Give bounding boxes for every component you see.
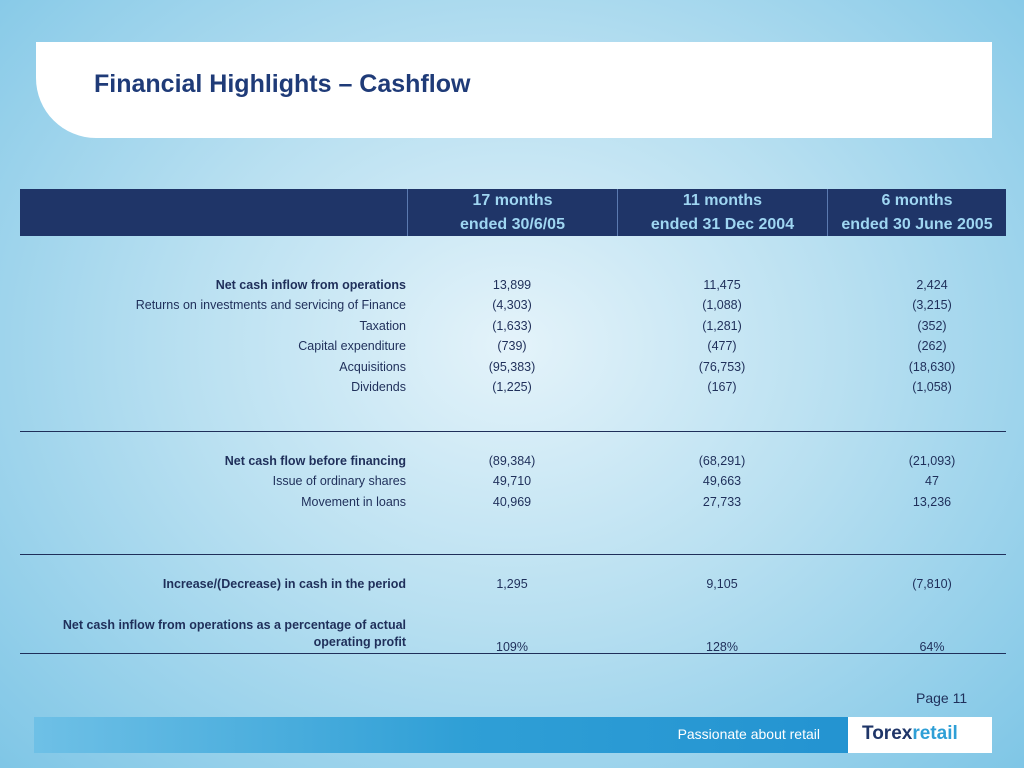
footer-bar: Passionate about retail Torexretail: [34, 717, 992, 753]
row-value: (1,633): [492, 319, 532, 333]
row-value: 109%: [496, 640, 528, 654]
row-value: (21,093): [908, 454, 956, 468]
header-divider: [407, 189, 408, 236]
row-value: (1,088): [702, 298, 742, 312]
row-value: 2,424: [916, 278, 948, 292]
footer-tagline: Passionate about retail: [677, 726, 820, 742]
section-divider: [20, 554, 1006, 555]
row-label: Acquisitions: [339, 360, 406, 374]
table-row: Acquisitions (95,383) (76,753) (18,630): [0, 360, 1024, 380]
row-value: 64%: [919, 640, 945, 654]
column-header-line2: ended 30 June 2005: [841, 216, 993, 233]
column-header-17-months: 17 months ended 30/6/05: [408, 189, 617, 236]
row-label: Dividends: [351, 380, 406, 394]
table-row: Movement in loans 40,969 27,733 13,236: [0, 495, 1024, 515]
column-header-line2: ended 30/6/05: [460, 216, 565, 233]
row-value: 47: [925, 474, 939, 488]
row-label: Capital expenditure: [298, 339, 406, 353]
row-value: 49,663: [702, 474, 742, 488]
table-row: 109% 128% 64%: [0, 640, 1024, 660]
header-divider: [617, 189, 618, 236]
row-value: 1,295: [496, 577, 528, 591]
row-label: Movement in loans: [301, 495, 406, 509]
brand-logo: Torexretail: [848, 717, 992, 753]
section-divider: [20, 431, 1006, 432]
table-row: Increase/(Decrease) in cash in the perio…: [0, 577, 1024, 597]
row-value: (477): [707, 339, 737, 353]
row-value: (7,810): [912, 577, 952, 591]
table-header: 17 months ended 30/6/05 11 months ended …: [20, 189, 1006, 236]
row-value: 13,236: [912, 495, 952, 509]
column-header-6-months: 6 months ended 30 June 2005: [828, 189, 1006, 236]
table-row: Capital expenditure (739) (477) (262): [0, 339, 1024, 359]
row-label: Net cash inflow from operations: [215, 278, 406, 292]
row-value: (352): [917, 319, 947, 333]
title-panel: Financial Highlights – Cashflow: [36, 42, 992, 138]
table-row: Taxation (1,633) (1,281) (352): [0, 319, 1024, 339]
column-header-line1: 17 months: [472, 192, 553, 209]
row-label: Net cash flow before financing: [224, 454, 406, 468]
table-row: Returns on investments and servicing of …: [0, 298, 1024, 318]
row-value: (76,753): [698, 360, 746, 374]
row-value: (1,281): [702, 319, 742, 333]
table-row: Net cash inflow from operations 13,899 11,…: [0, 278, 1024, 298]
row-value: (95,383): [488, 360, 536, 374]
row-value: (167): [707, 380, 737, 394]
page-number: Page 11: [916, 690, 968, 706]
logo-torex: Torex: [862, 723, 913, 744]
column-header-11-months: 11 months ended 31 Dec 2004: [618, 189, 827, 236]
row-value: 128%: [706, 640, 738, 654]
logo-retail: retail: [912, 723, 958, 744]
row-value: 27,733: [702, 495, 742, 509]
row-label: Taxation: [359, 319, 406, 333]
row-value: 49,710: [492, 474, 532, 488]
row-value: (1,225): [492, 380, 532, 394]
row-value: (68,291): [698, 454, 746, 468]
page-title: Financial Highlights – Cashflow: [94, 70, 471, 98]
row-value: (18,630): [908, 360, 956, 374]
column-header-line1: 11 months: [682, 192, 763, 209]
row-value: (3,215): [912, 298, 952, 312]
row-value: (1,058): [912, 380, 952, 394]
logo-text: Torexretail: [862, 723, 958, 745]
table-row: Issue of ordinary shares 49,710 49,663 47: [0, 474, 1024, 494]
row-label: Increase/(Decrease) in cash in the perio…: [162, 577, 406, 591]
row-value: (739): [497, 339, 527, 353]
row-value: 13,899: [492, 278, 532, 292]
row-label: Returns on investments and servicing of …: [135, 298, 406, 312]
column-header-line1: 6 months: [881, 192, 953, 209]
row-value: (262): [917, 339, 947, 353]
row-label: Issue of ordinary shares: [272, 474, 406, 488]
column-header-line2: ended 31 Dec 2004: [650, 216, 795, 233]
table-row: Dividends (1,225) (167) (1,058): [0, 380, 1024, 400]
row-value: 40,969: [492, 495, 532, 509]
row-value: 11,475: [703, 278, 741, 292]
table-row: Net cash flow before financing (89,384) (6…: [0, 454, 1024, 474]
row-value: (89,384): [488, 454, 536, 468]
header-divider: [827, 189, 828, 236]
row-label: Net cash inflow from operations as a per…: [62, 618, 406, 649]
row-value: 9,105: [706, 577, 738, 591]
row-value: (4,303): [492, 298, 532, 312]
table-bottom-rule: [20, 653, 1006, 654]
